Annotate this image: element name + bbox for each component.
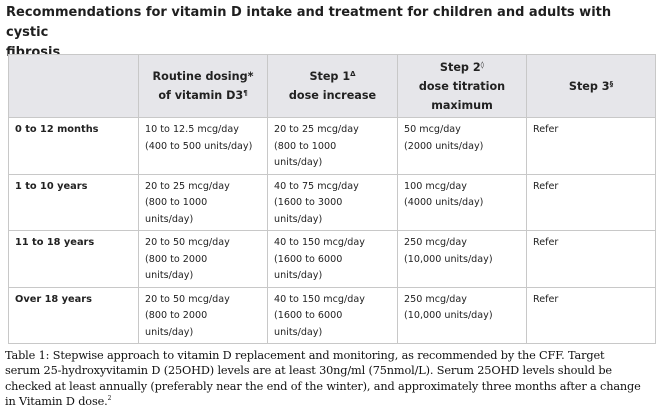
header-cell-blank xyxy=(8,54,139,118)
row-label: 11 to 18 years xyxy=(8,230,139,288)
row-label: Over 18 years xyxy=(8,286,139,344)
table-cell: 40 to 150 mcg/day (1600 to 6000 units/da… xyxy=(267,286,398,344)
table-row: 11 to 18 years 20 to 50 mcg/day (800 to … xyxy=(8,230,656,288)
table-row: Over 18 years 20 to 50 mcg/day (800 to 2… xyxy=(8,286,656,344)
row-label: 1 to 10 years xyxy=(8,173,139,231)
table-cell: Refer xyxy=(526,117,656,175)
caption-line: in Vitamin D dose.2 xyxy=(5,394,112,408)
footnote-mark: § xyxy=(609,79,614,88)
table-cell: 20 to 50 mcg/day (800 to 2000 units/day) xyxy=(138,230,268,288)
footnote-mark: ◊ xyxy=(480,60,485,69)
header-cell-routine-dosing: Routine dosing* of vitamin D3¶ xyxy=(138,54,268,118)
table-caption: Table 1: Stepwise approach to vitamin D … xyxy=(5,348,667,409)
footnote-mark: ¶ xyxy=(243,89,248,97)
table-cell: 40 to 150 mcg/day (1600 to 6000 units/da… xyxy=(267,230,398,288)
table-row: 0 to 12 months 10 to 12.5 mcg/day (400 t… xyxy=(8,117,656,175)
caption-line: serum 25-hydroxyvitamin D (25OHD) levels… xyxy=(5,364,612,378)
table-cell: 100 mcg/day (4000 units/day) xyxy=(397,173,527,231)
header-cell-step-1: Step 1Δ dose increase xyxy=(267,54,398,118)
table-cell: Refer xyxy=(526,230,656,288)
table-row: 1 to 10 years 20 to 25 mcg/day (800 to 1… xyxy=(8,173,656,231)
vitamin-d-table: Routine dosing* of vitamin D3¶ Step 1Δ d… xyxy=(8,54,656,344)
table-cell: Refer xyxy=(526,286,656,344)
table-cell: 20 to 25 mcg/day (800 to 1000 units/day) xyxy=(267,117,398,175)
row-label: 0 to 12 months xyxy=(8,117,139,175)
table-header-row: Routine dosing* of vitamin D3¶ Step 1Δ d… xyxy=(8,54,656,118)
reference-mark: 2 xyxy=(107,394,112,402)
title-line-1: Recommendations for vitamin D intake and… xyxy=(6,5,612,40)
table-cell: 10 to 12.5 mcg/day (400 to 500 units/day… xyxy=(138,117,268,175)
table-cell: 40 to 75 mcg/day (1600 to 3000 units/day… xyxy=(267,173,398,231)
footnote-mark: Δ xyxy=(350,70,356,78)
table-cell: 20 to 50 mcg/day (800 to 2000 units/day) xyxy=(138,286,268,344)
caption-line: checked at least annually (preferably ne… xyxy=(5,379,641,393)
table-cell: 20 to 25 mcg/day (800 to 1000 units/day) xyxy=(138,173,268,231)
table-cell: 50 mcg/day (2000 units/day) xyxy=(397,117,527,175)
header-cell-step-3: Step 3§ xyxy=(526,54,656,118)
table-cell: 250 mcg/day (10,000 units/day) xyxy=(397,286,527,344)
table-cell: Refer xyxy=(526,173,656,231)
table-cell: 250 mcg/day (10,000 units/day) xyxy=(397,230,527,288)
header-cell-step-2: Step 2◊ dose titration maximum xyxy=(397,54,527,118)
caption-line: Table 1: Stepwise approach to vitamin D … xyxy=(5,349,605,362)
